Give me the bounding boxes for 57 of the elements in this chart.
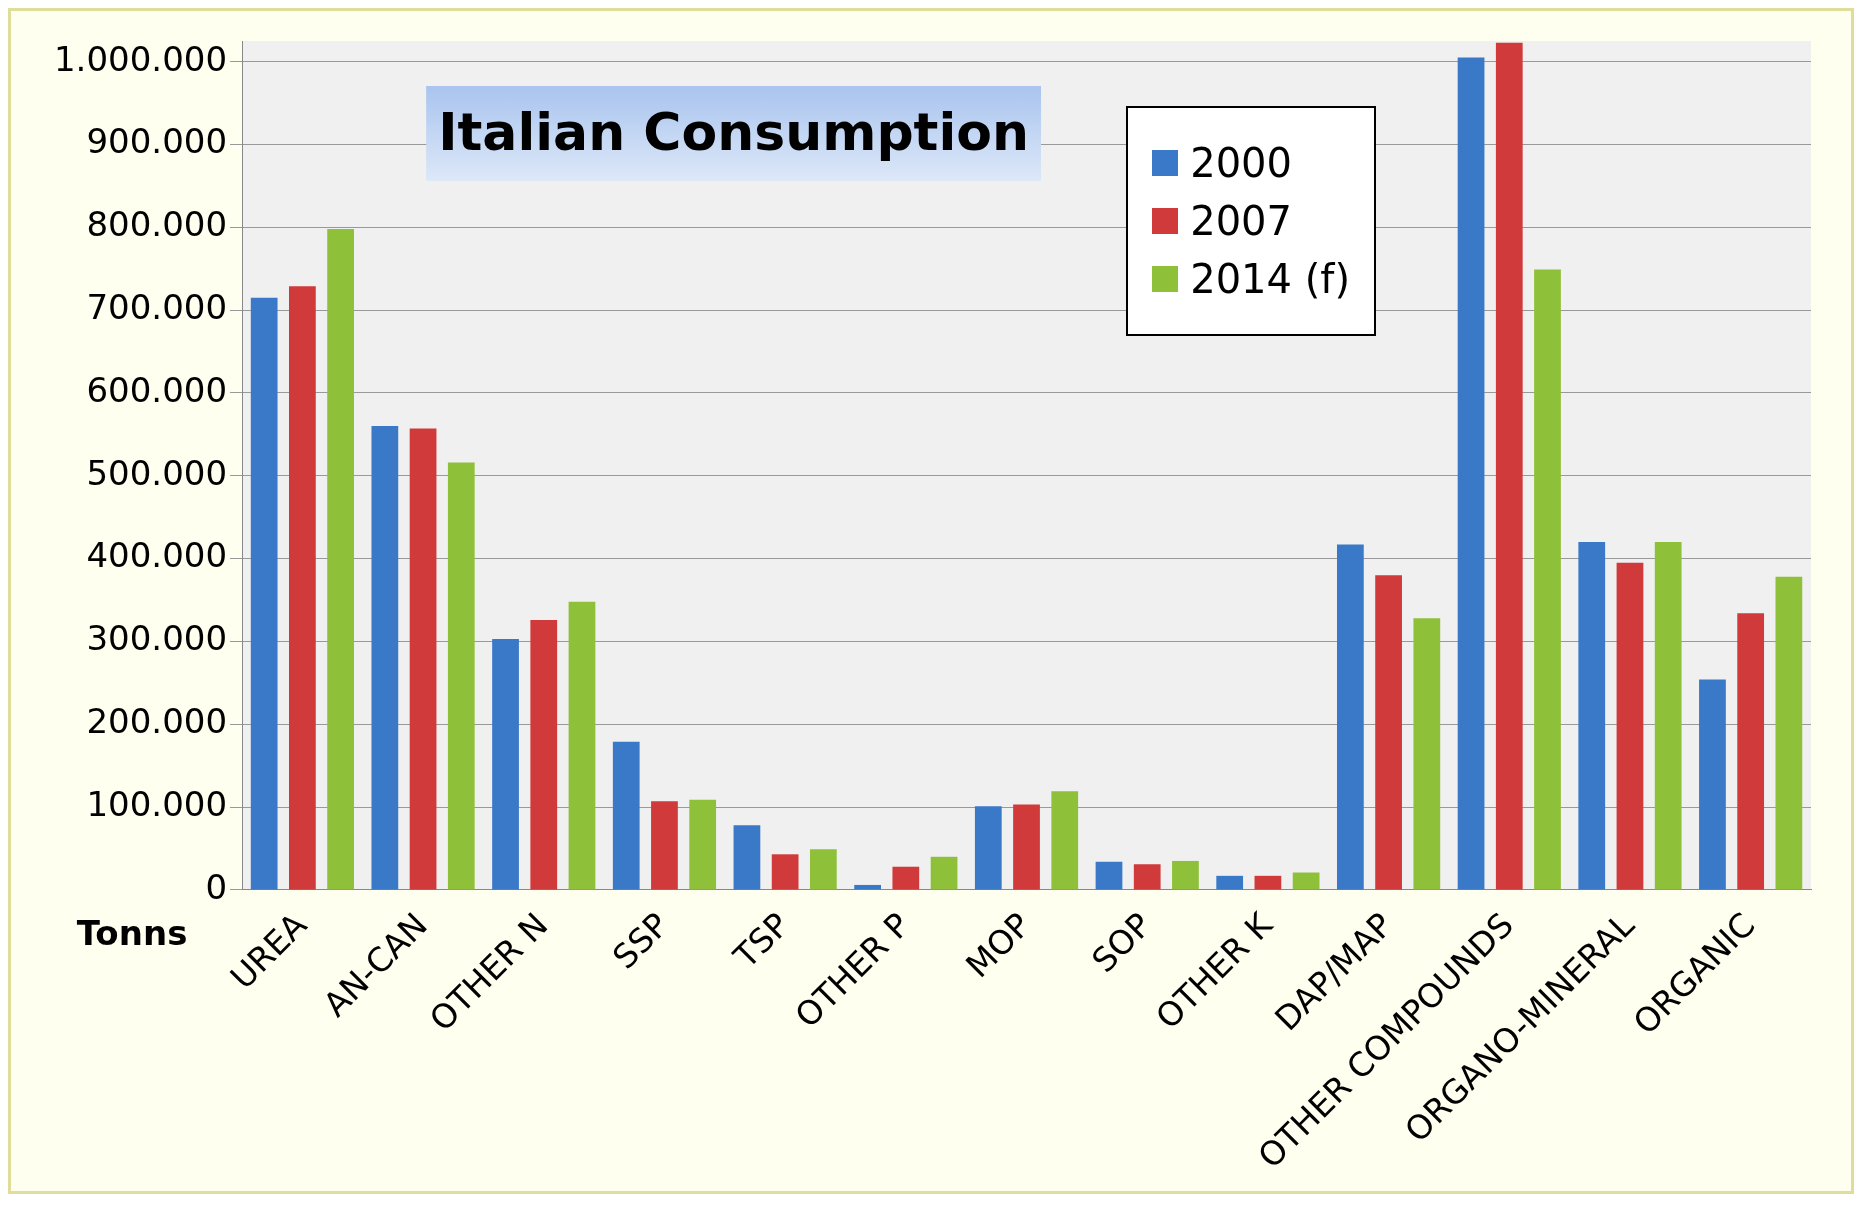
y-tick-label: 0 (205, 866, 228, 907)
bar (771, 854, 799, 890)
bar (892, 866, 920, 890)
bar (1457, 57, 1485, 890)
bar (1133, 864, 1161, 890)
x-tick-label: TSP (725, 905, 797, 977)
bar (371, 426, 399, 890)
bar (1578, 542, 1606, 890)
bar (930, 856, 958, 890)
bar (612, 741, 640, 890)
bar (689, 799, 717, 890)
bar (447, 462, 475, 890)
bar (1292, 872, 1320, 890)
bar (1216, 875, 1244, 890)
legend-label: 2014 (f) (1190, 256, 1350, 302)
y-tick-label: 500.000 (86, 452, 228, 493)
bar (1495, 42, 1523, 890)
y-tick-label: 800.000 (86, 204, 228, 245)
bar (1534, 269, 1561, 890)
bar (1375, 575, 1402, 890)
y-tick-label: 600.000 (86, 369, 228, 410)
y-tick-label: 1.000.000 (53, 38, 228, 79)
bar (1336, 544, 1364, 890)
bar (1616, 562, 1644, 890)
legend-label: 2007 (1190, 198, 1292, 244)
bar (854, 884, 881, 890)
y-tick-label: 200.000 (86, 701, 228, 742)
bar (1654, 542, 1682, 890)
y-axis-title: Tonns (76, 912, 188, 953)
y-tick-label: 700.000 (86, 287, 228, 327)
y-tick-label: 300.000 (86, 618, 228, 659)
bar (809, 849, 837, 890)
bar (530, 619, 558, 890)
legend-label: 2000 (1190, 140, 1292, 186)
y-tick-label: 400.000 (86, 535, 228, 576)
bar (1737, 613, 1765, 890)
bar (974, 806, 1002, 890)
bar (1172, 860, 1199, 890)
bar (327, 229, 354, 890)
bar (1775, 576, 1803, 890)
bar (289, 286, 316, 890)
bar (568, 601, 596, 890)
bar (651, 801, 678, 890)
bar (1699, 679, 1726, 890)
bar (250, 297, 278, 890)
bar (1413, 618, 1441, 890)
text: Italian Consumption (438, 101, 1030, 162)
bar (1013, 804, 1040, 890)
y-tick-label: 900.000 (86, 121, 228, 162)
bar (733, 825, 761, 890)
bar (409, 428, 437, 890)
bar (1051, 791, 1079, 890)
y-tick-label: 100.000 (86, 783, 228, 824)
x-tick-label: SSP (604, 905, 677, 977)
bar (492, 638, 519, 890)
bar (1095, 861, 1123, 890)
bar (1254, 875, 1282, 890)
